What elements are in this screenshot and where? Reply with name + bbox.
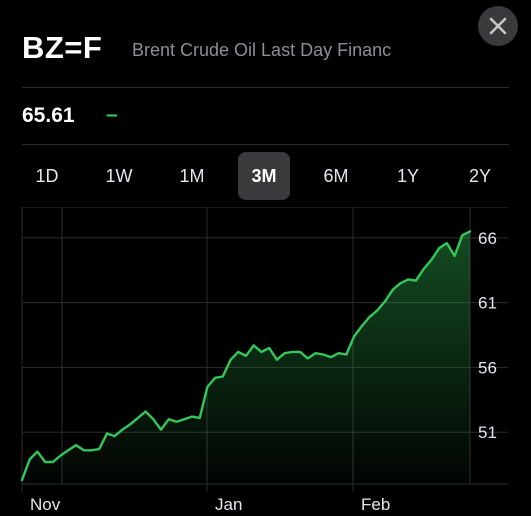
tab-3m[interactable]: 3M xyxy=(238,152,290,200)
instrument-name: Brent Crude Oil Last Day Financ xyxy=(132,40,392,60)
y-tick-label: 56 xyxy=(478,358,497,377)
tab-2y[interactable]: 2Y xyxy=(468,165,492,186)
tab-1d[interactable]: 1D xyxy=(35,165,59,186)
x-tick-label: Jan xyxy=(215,495,242,514)
price-change: – xyxy=(106,103,118,126)
price-chart[interactable]: 51 56 61 66 Nov Jan Feb xyxy=(0,207,531,516)
ticker-symbol: BZ=F xyxy=(22,30,103,65)
tab-1y[interactable]: 1Y xyxy=(396,165,420,186)
close-button[interactable] xyxy=(478,6,518,46)
divider-bottom xyxy=(22,144,509,145)
y-tick-label: 66 xyxy=(478,229,497,248)
divider-top xyxy=(22,87,509,88)
y-tick-label: 61 xyxy=(478,294,497,313)
tab-1w[interactable]: 1W xyxy=(105,165,133,186)
price-area xyxy=(22,231,470,484)
price-line xyxy=(20,230,472,482)
current-price: 65.61 xyxy=(22,104,75,127)
y-tick-label: 51 xyxy=(478,423,497,442)
x-tick-label: Feb xyxy=(361,495,390,514)
tab-6m[interactable]: 6M xyxy=(323,165,349,186)
header: BZ=F Brent Crude Oil Last Day Financ xyxy=(22,28,462,68)
tab-1m[interactable]: 1M xyxy=(179,165,205,186)
range-tabs: 1D 1W 1M 3M 6M 1Y 2Y xyxy=(0,152,531,200)
x-tick-label: Nov xyxy=(30,495,61,514)
close-icon xyxy=(489,17,507,35)
